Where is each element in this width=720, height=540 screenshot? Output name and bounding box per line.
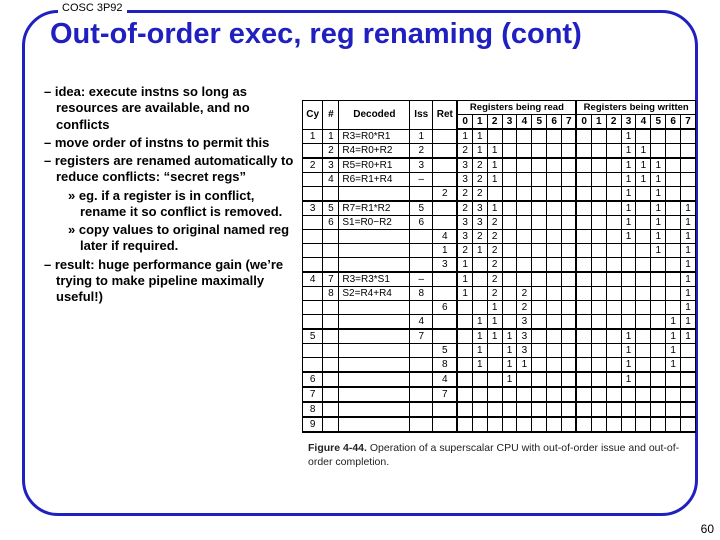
hdr-reg-rd-6: 6 — [547, 115, 562, 130]
hdr-reg-rd-2: 2 — [487, 115, 502, 130]
hdr-num: # — [323, 101, 339, 130]
table-row: 9 — [303, 417, 696, 432]
hdr-reg-wr-1: 1 — [591, 115, 606, 130]
cycle-table: Cy # Decoded Iss Ret Registers being rea… — [302, 100, 696, 433]
table-row: 8S2=R4+R481221 — [303, 287, 696, 301]
hdr-reg-wr-7: 7 — [681, 115, 696, 130]
bullet-1: – idea: execute instns so long as resour… — [44, 84, 294, 133]
table-row: 411311 — [303, 315, 696, 330]
table-row: 6411 — [303, 372, 696, 387]
table-row: 23R5=R0+R13321111 — [303, 158, 696, 173]
table-row: 571113111 — [303, 329, 696, 344]
hdr-grp-read: Registers being read — [457, 101, 576, 115]
hdr-reg-rd-0: 0 — [457, 115, 472, 130]
hdr-reg-wr-4: 4 — [636, 115, 651, 130]
bullet-list: – idea: execute instns so long as resour… — [44, 84, 294, 307]
hdr-reg-wr-3: 3 — [621, 115, 636, 130]
slide-title: Out-of-order exec, reg renaming (cont) — [50, 18, 582, 51]
hdr-reg-rd-7: 7 — [562, 115, 577, 130]
hdr-reg-wr-6: 6 — [666, 115, 681, 130]
table-row: 8 — [303, 402, 696, 417]
bullet-3b: » copy values to original named reg late… — [44, 222, 294, 255]
table-row: 6121 — [303, 301, 696, 315]
hdr-dec: Decoded — [339, 101, 410, 130]
hdr-reg-rd-1: 1 — [472, 115, 487, 130]
hdr-reg-wr-2: 2 — [606, 115, 621, 130]
course-tag: COSC 3P92 — [58, 2, 127, 14]
bullet-2: – move order of instns to permit this — [44, 135, 294, 151]
hdr-reg-wr-0: 0 — [576, 115, 591, 130]
page-number: 60 — [701, 522, 714, 536]
table-row: 4322111 — [303, 230, 696, 244]
hdr-grp-write: Registers being written — [576, 101, 695, 115]
table-row: 77 — [303, 387, 696, 402]
hdr-iss: Iss — [410, 101, 433, 130]
table-row: 811111 — [303, 358, 696, 373]
table-row: 11R3=R0*R11111 — [303, 129, 696, 144]
hdr-reg-rd-5: 5 — [532, 115, 547, 130]
figure-4-44: Cy # Decoded Iss Ret Registers being rea… — [302, 100, 696, 469]
table-row: 3121 — [303, 258, 696, 273]
hdr-ret: Ret — [433, 101, 458, 130]
figure-caption: Figure 4-44. Operation of a superscalar … — [302, 441, 696, 469]
table-row: 511311 — [303, 344, 696, 358]
bullet-3: – registers are renamed automatically to… — [44, 153, 294, 186]
table-row: 22211 — [303, 187, 696, 202]
table-row: 2R4=R0+R2221111 — [303, 144, 696, 159]
caption-label: Figure 4-44. — [308, 442, 367, 454]
table-row: 47R3=R3*S1–121 — [303, 272, 696, 287]
table-row: 35R7=R1*R25231111 — [303, 201, 696, 216]
bullet-3a: » eg. if a register is in conflict, rena… — [44, 188, 294, 221]
table-head: Cy # Decoded Iss Ret Registers being rea… — [303, 101, 696, 130]
hdr-reg-rd-4: 4 — [517, 115, 532, 130]
table-row: 121211 — [303, 244, 696, 258]
table-row: 6S1=R0−R26332111 — [303, 216, 696, 230]
hdr-reg-wr-5: 5 — [651, 115, 666, 130]
table-body: 11R3=R0*R111112R4=R0+R222111123R5=R0+R13… — [303, 129, 696, 432]
bullet-4: – result: huge performance gain (we’re t… — [44, 257, 294, 306]
table-row: 4R6=R1+R4–321111 — [303, 173, 696, 187]
hdr-reg-rd-3: 3 — [502, 115, 517, 130]
hdr-cy: Cy — [303, 101, 323, 130]
